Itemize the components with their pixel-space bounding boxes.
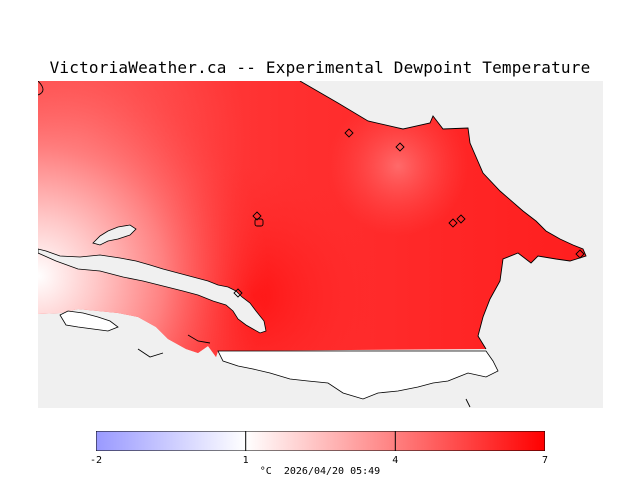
colorbar-caption: °C 2026/04/20 05:49 — [0, 466, 640, 477]
diamond-icon — [575, 249, 585, 259]
colorbar-tick-label: 1 — [242, 455, 249, 466]
timestamp: 2026/04/20 05:49 — [283, 466, 381, 477]
white-mask-region — [217, 350, 499, 400]
diamond-icon — [233, 288, 243, 298]
diamond-icon — [344, 128, 354, 138]
colorbar-tick-label: -2 — [89, 455, 103, 466]
colorbar — [96, 431, 545, 451]
unit-label: °C — [259, 466, 272, 477]
diamond-icon — [456, 214, 466, 224]
chart-title: VictoriaWeather.ca -- Experimental Dewpo… — [49, 58, 591, 77]
dewpoint-field — [38, 81, 586, 357]
colorbar-tick-label: 7 — [541, 455, 549, 466]
dewpoint-map — [38, 81, 603, 408]
colorbar-tick-label: 4 — [392, 455, 399, 466]
water-areas — [38, 224, 267, 334]
diamond-icon — [395, 142, 405, 152]
coastline — [38, 81, 587, 408]
station-markers — [233, 128, 585, 298]
diamond-icon — [252, 211, 262, 221]
diamond-icon — [448, 218, 458, 228]
